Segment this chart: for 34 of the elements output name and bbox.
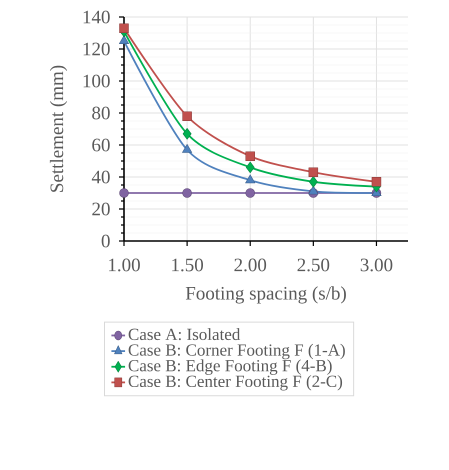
point (245, 174, 256, 184)
x-tick-label: 3.00 (360, 258, 392, 272)
x-tick-label: 1.00 (109, 258, 140, 272)
y-tick-label: 100 (84, 74, 110, 88)
y-tick-label: 20 (92, 202, 110, 216)
point (118, 35, 130, 44)
point (246, 162, 255, 174)
point (182, 188, 192, 198)
point (245, 151, 255, 161)
x-tick-label: 1.50 (172, 258, 204, 272)
point (182, 144, 192, 153)
legend-label: Case B: Corner Footing F (1-A) (128, 344, 345, 360)
point (182, 111, 192, 121)
x-axis-title: Footing spacing (s/b) (186, 286, 346, 304)
x-tick-label: 2.50 (298, 258, 330, 272)
point (119, 188, 129, 198)
y-tick-label: 120 (84, 42, 110, 56)
x-tick-label: 2.00 (234, 258, 266, 272)
point (308, 186, 318, 194)
point (308, 176, 318, 188)
y-tick-label: 0 (102, 234, 110, 248)
legend-label: Case B: Center Footing F (2-C) (128, 375, 342, 391)
legend-label: Case A: Isolated (128, 328, 240, 340)
y-tick-label: 140 (84, 10, 110, 24)
point (372, 177, 382, 187)
y-tick-label: 60 (92, 138, 110, 152)
point (182, 128, 192, 140)
point (119, 23, 129, 33)
legend-label: Case B: Edge Footing F (4-B) (128, 359, 332, 375)
y-tick-label: 40 (92, 170, 110, 184)
y-tick-label: 80 (92, 106, 110, 120)
point (245, 188, 255, 198)
y-axis-title: Settlement (mm) (50, 66, 68, 192)
point (308, 167, 318, 177)
